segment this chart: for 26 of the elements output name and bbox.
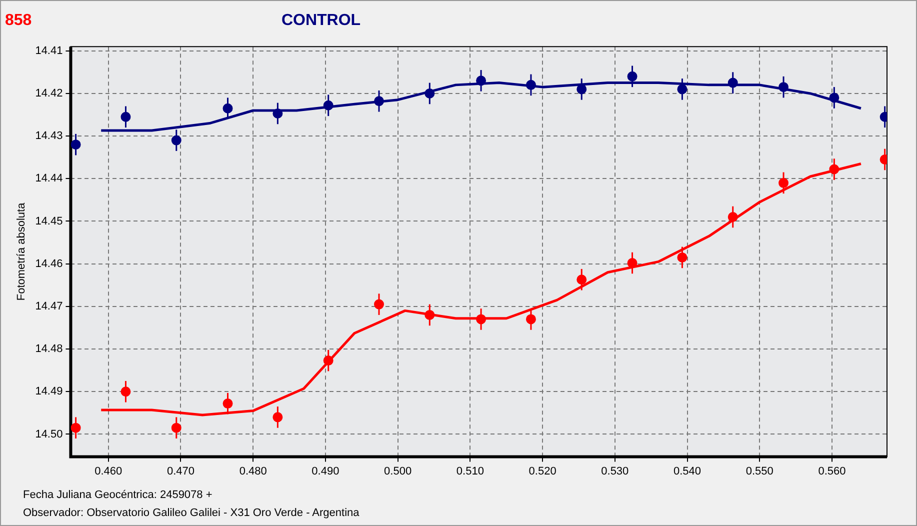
y-axis-title: Fotometría absoluta [16, 202, 28, 301]
text: 858 [5, 12, 32, 30]
x-tick-label: 0.560 [818, 465, 846, 478]
y-tick-label: 14.46 [35, 258, 63, 270]
x-tick-label: 0.530 [601, 465, 629, 478]
x-tick-label: 0.460 [94, 465, 122, 478]
x-axis-title: Fecha Juliana Geocéntrica: 2459078 + [23, 489, 212, 501]
x-tick-label: 0.480 [239, 465, 267, 478]
chart-title: CONTROL [281, 12, 361, 29]
y-tick-label: 14.47 [35, 300, 63, 312]
y-tick-label: 14.44 [35, 172, 63, 185]
y-tick-label: 14.50 [35, 428, 63, 440]
y-tick-label: 14.48 [35, 343, 63, 356]
text: Observador: Observatorio Galileo Galilei - X31 Oro Verde - Argentina [23, 507, 360, 519]
y-tick-label: 14.41 [35, 44, 63, 57]
x-tick-label: 0.490 [312, 465, 340, 478]
x-tick-label: 0.520 [528, 465, 556, 478]
x-tick-label: 0.550 [746, 465, 774, 478]
y-tick-label: 14.43 [35, 130, 63, 142]
x-tick-label: 0.500 [384, 465, 412, 478]
y-tick-label: 14.42 [35, 87, 63, 100]
y-tick-label: 14.49 [35, 386, 63, 398]
y-tick-label: 14.45 [35, 215, 63, 228]
x-tick-label: 0.540 [674, 465, 702, 478]
x-tick-label: 0.470 [166, 465, 194, 478]
x-tick-label: 0.510 [456, 465, 484, 478]
